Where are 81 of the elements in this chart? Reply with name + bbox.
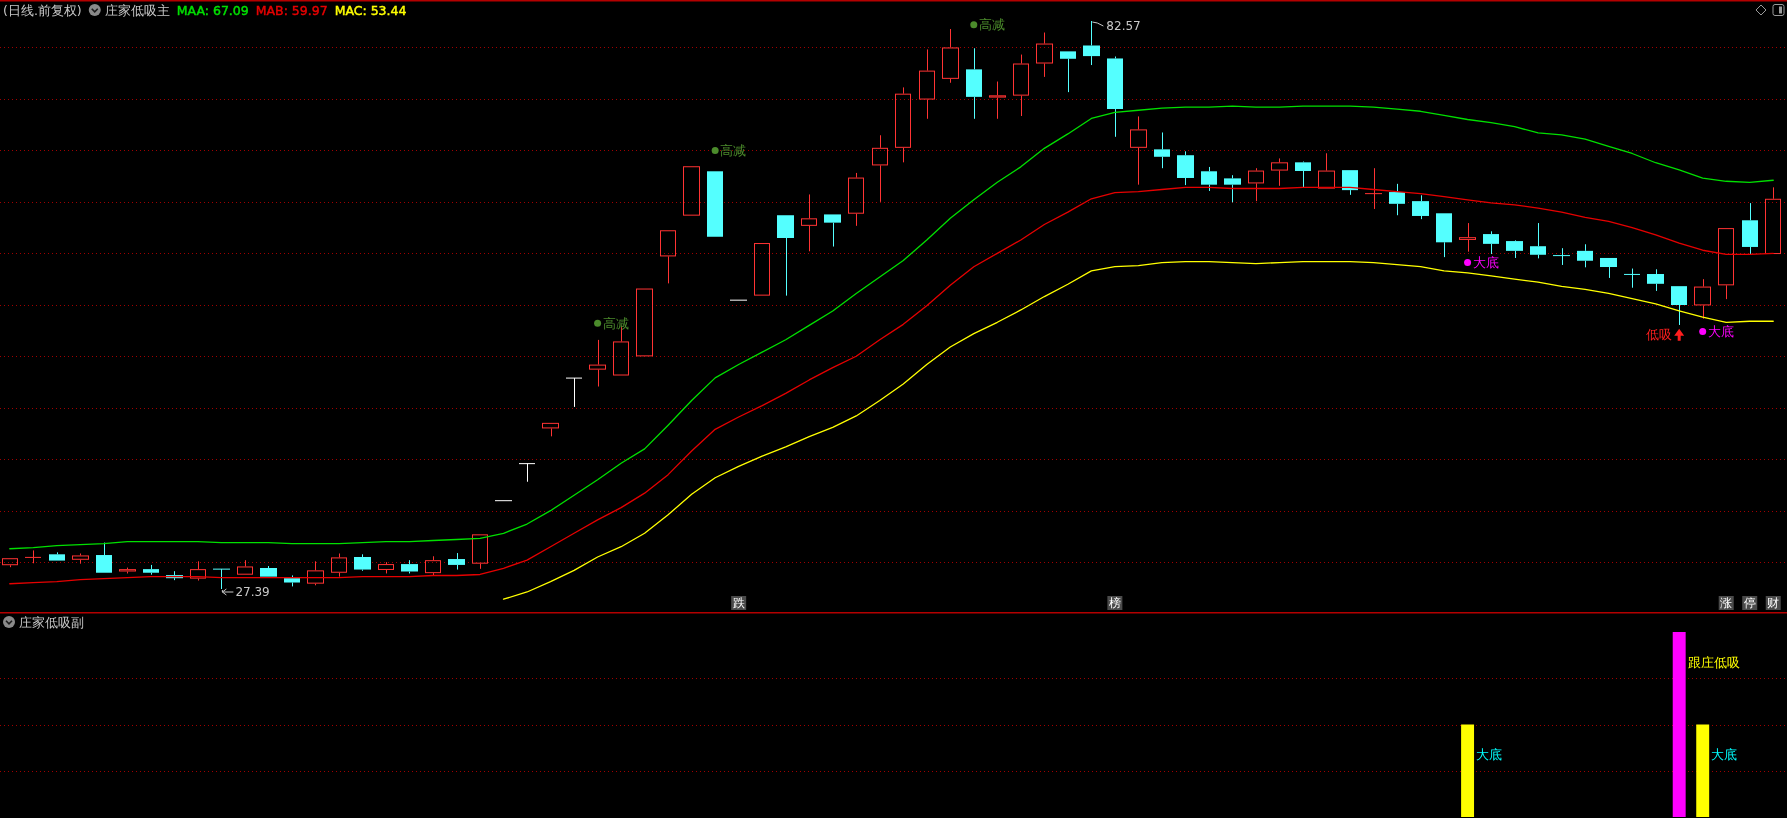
- candlestick: [425, 555, 441, 576]
- x-tick-label: 财: [1767, 596, 1780, 610]
- point: [594, 319, 602, 327]
- candlestick: [448, 552, 465, 571]
- text: MAB: 59.97: [255, 2, 328, 18]
- text: 82.57: [1106, 19, 1141, 33]
- candlestick: [1600, 257, 1617, 279]
- candlestick: [1036, 32, 1053, 78]
- candlestick: [942, 28, 959, 84]
- point: [970, 21, 978, 29]
- candlestick: [1553, 247, 1570, 266]
- candlestick: [989, 81, 1006, 120]
- candlestick: [1506, 241, 1523, 259]
- text: 高减: [720, 142, 747, 158]
- text: MAA: 67.09: [176, 2, 249, 18]
- series-label: 高减: [602, 315, 629, 331]
- candlestick: [589, 339, 606, 388]
- candlestick: [1154, 131, 1170, 169]
- candlestick: [660, 230, 676, 284]
- candlestick: [1365, 167, 1382, 210]
- candlestick: [683, 166, 700, 216]
- point: [1674, 328, 1685, 341]
- candlestick: [354, 553, 371, 570]
- candlestick: [378, 561, 394, 574]
- candlestick: [190, 560, 206, 582]
- candlestick: [331, 552, 347, 578]
- candlestick: [1671, 286, 1687, 326]
- candlestick: [1459, 222, 1476, 253]
- candlestick: [1483, 230, 1499, 255]
- candlestick: [966, 47, 982, 120]
- candlestick: [824, 214, 841, 248]
- x-tick-label: 停: [1743, 596, 1756, 610]
- candlestick: [1271, 157, 1288, 187]
- candlestick: [472, 534, 488, 570]
- text: 大底: [1707, 324, 1734, 340]
- chart-title: 庄家低吸副: [19, 614, 84, 630]
- series-label: 大底: [1476, 747, 1503, 762]
- candlestick: [1647, 268, 1664, 292]
- chart-title: (日线.前复权): [3, 2, 82, 18]
- point: [711, 146, 719, 154]
- candlestick: [1130, 115, 1147, 186]
- candlestick: [566, 377, 582, 408]
- series-label: 跟庄低吸: [1687, 654, 1740, 670]
- text: 大底: [1711, 747, 1738, 762]
- candlestick: [1177, 150, 1194, 186]
- point: [1699, 328, 1707, 336]
- candlestick: [143, 564, 159, 576]
- candlestick: [2, 558, 18, 568]
- x-tick-label: 跌: [732, 596, 745, 610]
- candlestick: [707, 171, 723, 237]
- candlestick: [519, 463, 535, 483]
- candlestick: [777, 215, 794, 297]
- text: MAC: 53.44: [334, 2, 407, 18]
- chart-subtitle: 庄家低吸主: [104, 2, 170, 18]
- candlestick: [1318, 152, 1335, 189]
- text: 高减: [978, 17, 1005, 33]
- series-label: 大底: [1472, 255, 1499, 271]
- x-tick-label: 涨: [1720, 596, 1733, 610]
- candlestick: [801, 193, 817, 252]
- candlestick: [1342, 170, 1358, 196]
- candlestick: [96, 542, 112, 573]
- candlestick: [1436, 213, 1452, 258]
- text: 27.39: [235, 585, 270, 599]
- x-tick-label: 榜: [1108, 596, 1121, 610]
- series-label: 低吸: [1646, 327, 1673, 343]
- candlestick: [237, 559, 253, 575]
- candlestick: [49, 551, 65, 561]
- candlestick: [72, 552, 89, 565]
- candlestick: [636, 288, 653, 357]
- candlestick: [1718, 228, 1734, 300]
- candlestick: [754, 243, 770, 296]
- candlestick: [895, 86, 911, 163]
- candlestick: [872, 134, 888, 203]
- candlestick: [1694, 278, 1711, 320]
- candlestick: [1765, 186, 1781, 255]
- candlestick: [1412, 194, 1429, 220]
- candlestick: [213, 568, 230, 590]
- candlestick: [919, 48, 935, 120]
- candlestick: [260, 565, 277, 577]
- point: [1464, 259, 1472, 267]
- candlestick: [1060, 51, 1076, 93]
